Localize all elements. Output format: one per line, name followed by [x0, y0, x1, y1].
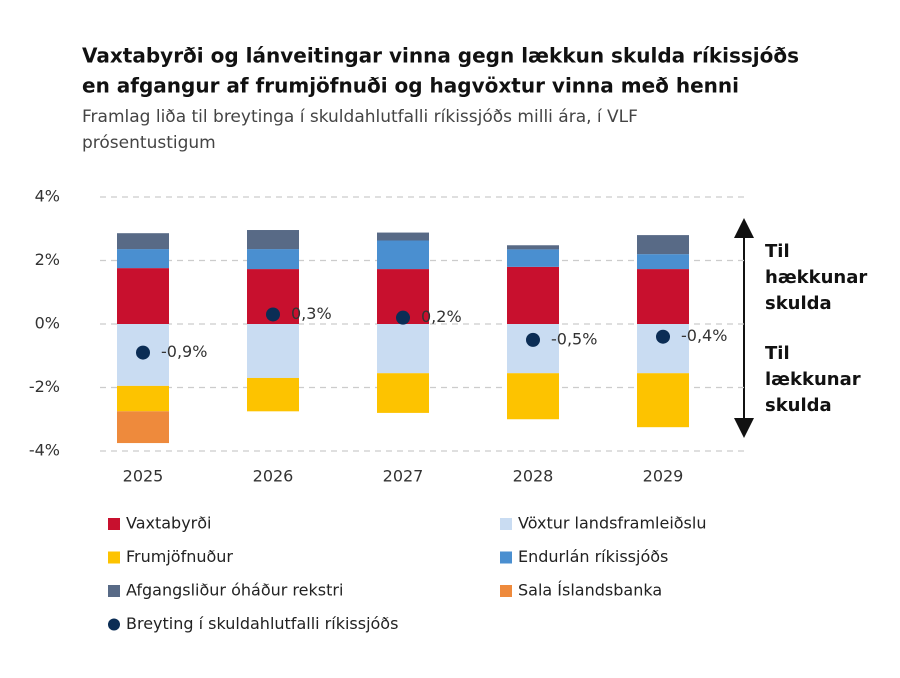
chart-subtitle: prósentustigum: [82, 133, 216, 153]
annotation: hækkunar: [765, 267, 867, 288]
bar: [377, 324, 429, 374]
x-tick-label: 2026: [253, 467, 294, 486]
bar: [637, 235, 689, 255]
y-tick-label: -2%: [29, 377, 60, 396]
legend-marker: [108, 585, 120, 597]
legend-label: Afgangsliður óháður rekstri: [126, 581, 343, 600]
data-label: -0,5%: [551, 329, 597, 348]
x-tick-label: 2027: [383, 467, 424, 486]
bar: [247, 230, 299, 250]
bar: [637, 254, 689, 270]
data-label: -0,9%: [161, 342, 207, 361]
bar: [117, 268, 169, 324]
legend-marker: [500, 585, 512, 597]
legend-marker: [108, 518, 120, 530]
dot: [396, 310, 410, 325]
chart-title: Vaxtabyrði og lánveitingar vinna gegn læ…: [82, 44, 799, 68]
y-tick-label: 4%: [35, 187, 60, 206]
annotation: skulda: [765, 395, 832, 416]
dot: [526, 332, 540, 347]
dot: [656, 329, 670, 344]
dot: [266, 307, 280, 322]
legend-label: Breyting í skuldahlutfalli ríkissjóðs: [126, 614, 398, 633]
bar: [377, 373, 429, 413]
bar: [117, 233, 169, 250]
legend-label: Endurlán ríkissjóðs: [518, 547, 668, 566]
bar: [507, 373, 559, 420]
data-label: 0,3%: [291, 304, 332, 323]
bar: [507, 249, 559, 267]
bar: [117, 385, 169, 412]
data-label: -0,4%: [681, 326, 727, 345]
bar: [507, 324, 559, 374]
y-tick-label: 2%: [35, 250, 60, 269]
bar: [507, 266, 559, 324]
legend-label: Sala Íslandsbanka: [518, 581, 662, 600]
legend-marker: [108, 618, 120, 631]
x-tick-label: 2028: [513, 467, 554, 486]
annotation: Til: [765, 343, 790, 364]
bar: [117, 411, 169, 444]
x-tick-label: 2025: [123, 467, 164, 486]
chart-title: en afgangur af frumjöfnuði og hagvöxtur …: [82, 74, 739, 98]
bar: [507, 245, 559, 250]
chart-subtitle: Framlag liða til breytinga í skuldahlutf…: [82, 107, 638, 127]
bar: [637, 269, 689, 324]
x-tick-label: 2029: [643, 467, 684, 486]
legend-label: Frumjöfnuður: [126, 547, 233, 566]
bar: [247, 249, 299, 270]
legend-label: Vöxtur landsframleiðslu: [518, 514, 706, 533]
annotation: lækkunar: [765, 369, 861, 390]
legend-marker: [500, 518, 512, 530]
bar: [247, 324, 299, 378]
bar: [377, 232, 429, 241]
data-label: 0,2%: [421, 307, 462, 326]
bar: [117, 249, 169, 269]
legend-marker: [500, 551, 512, 564]
bar: [637, 373, 689, 428]
annotation: skulda: [765, 293, 832, 314]
y-tick-label: -4%: [29, 441, 60, 460]
legend-label: Vaxtabyrði: [126, 514, 212, 533]
legend-marker: [108, 551, 120, 564]
y-tick-label: 0%: [35, 314, 60, 333]
bar: [247, 377, 299, 412]
annotation: Til: [765, 241, 790, 262]
bar: [377, 240, 429, 270]
dot: [136, 345, 150, 360]
